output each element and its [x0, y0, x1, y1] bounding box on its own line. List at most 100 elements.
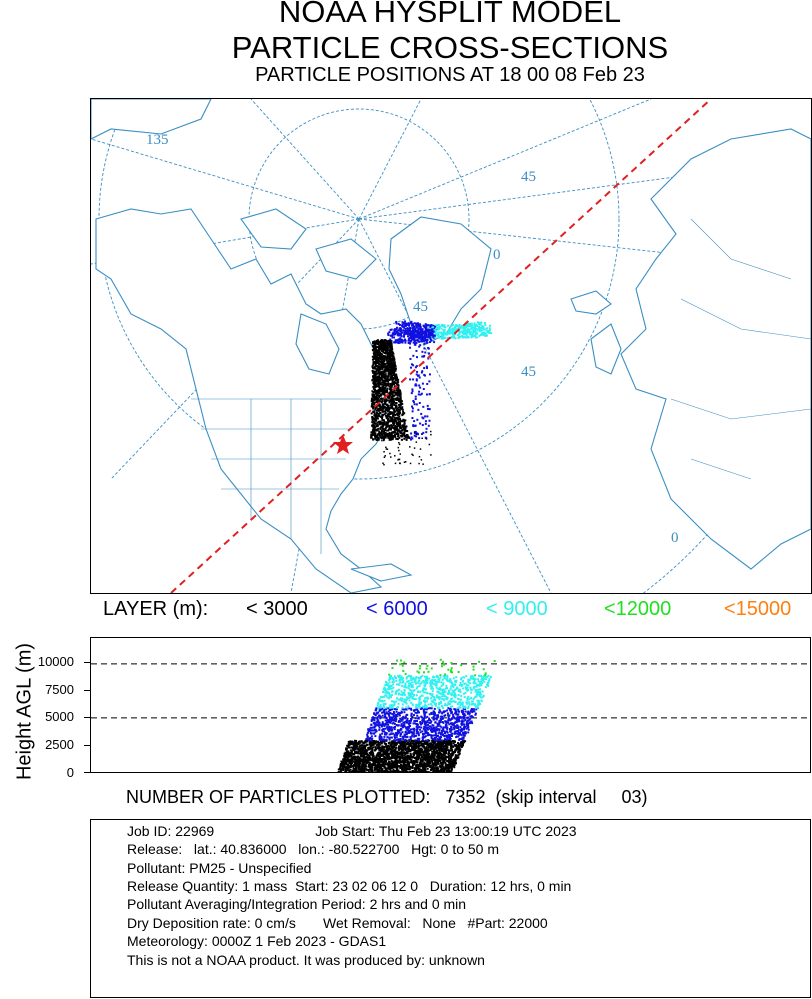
- particle-point: [368, 747, 371, 750]
- particle-point: [456, 757, 459, 759]
- particle-point: [444, 757, 447, 759]
- particle-point: [391, 765, 394, 768]
- particle-dot: [406, 328, 409, 331]
- particle-point: [339, 763, 342, 765]
- particle-point: [411, 740, 414, 743]
- particle-point: [400, 771, 403, 772]
- particle-point: [428, 717, 431, 720]
- particle-dot: [434, 330, 437, 333]
- particle-dot: [380, 393, 383, 396]
- particle-dot: [389, 406, 392, 409]
- grid-label: 135: [146, 132, 169, 148]
- particle-point: [363, 764, 365, 766]
- particle-dot: [411, 410, 414, 413]
- particle-point: [441, 753, 444, 756]
- particle-dot: [382, 384, 385, 387]
- particle-dot: [393, 377, 396, 380]
- particle-point: [423, 765, 426, 768]
- particle-dot: [393, 416, 396, 419]
- particle-point: [362, 761, 365, 764]
- particle-dot: [396, 384, 399, 387]
- particle-dot: [401, 406, 404, 409]
- particle-dot: [478, 321, 481, 324]
- cross-section-panel: [90, 637, 811, 773]
- particle-dot: [409, 346, 412, 349]
- particle-dot: [414, 339, 417, 342]
- particle-point: [390, 752, 393, 755]
- particle-dot: [412, 425, 415, 428]
- particle-dot: [382, 358, 385, 361]
- particle-point: [363, 770, 366, 772]
- particle-point: [430, 755, 433, 758]
- particle-point: [347, 743, 350, 746]
- particle-point: [385, 760, 388, 763]
- particle-dot: [392, 394, 395, 397]
- legend-layer-9000: < 9000: [486, 598, 548, 620]
- particle-dot: [452, 327, 455, 330]
- particle-dot: [393, 328, 396, 331]
- particle-dot: [392, 359, 395, 362]
- particle-dot: [402, 418, 405, 421]
- particle-dot: [397, 412, 400, 415]
- particle-dot: [419, 326, 422, 329]
- particle-point: [442, 771, 444, 772]
- particle-point: [422, 767, 425, 769]
- particle-dot: [468, 333, 471, 336]
- particle-dot: [375, 417, 378, 420]
- particle-dot: [390, 402, 393, 405]
- particle-point: [427, 764, 430, 767]
- particle-point: [374, 763, 377, 766]
- particle-dot: [439, 325, 442, 328]
- particle-point: [408, 745, 411, 748]
- particle-dot: [408, 324, 411, 327]
- particle-point: [342, 761, 345, 764]
- particle-dot: [469, 328, 472, 331]
- particle-point: [395, 744, 398, 747]
- particle-point: [383, 746, 386, 749]
- particle-point: [355, 762, 358, 765]
- particle-dot: [399, 341, 402, 344]
- particle-dot: [383, 363, 386, 366]
- particle-dot: [388, 431, 391, 434]
- particle-dot: [376, 425, 379, 428]
- particle-dot: [377, 376, 380, 379]
- particle-point: [415, 759, 418, 762]
- particle-point: [409, 752, 412, 755]
- particle-dot: [376, 392, 379, 395]
- particle-dot: [384, 402, 387, 405]
- particle-dot: [421, 331, 424, 334]
- particle-dot: [401, 439, 404, 441]
- particle-point: [417, 755, 419, 758]
- particle-point: [425, 764, 428, 767]
- particle-dot: [428, 333, 431, 336]
- particle-dot: [389, 435, 392, 438]
- particle-dot: [372, 376, 375, 379]
- particle-dot: [458, 332, 461, 335]
- particle-point: [348, 761, 351, 764]
- particle-point: [388, 747, 391, 750]
- particle-point: [398, 748, 401, 751]
- particle-dot: [393, 421, 396, 424]
- particle-point: [388, 762, 391, 765]
- particle-dot: [389, 392, 392, 395]
- particle-dot: [391, 420, 394, 423]
- particle-point: [469, 715, 472, 718]
- particle-point: [346, 758, 349, 761]
- particle-dot: [424, 329, 427, 332]
- particle-point: [381, 769, 383, 772]
- particle-point: [366, 739, 369, 742]
- particle-dot: [388, 346, 391, 349]
- particle-dot: [395, 421, 398, 424]
- particle-point: [425, 751, 428, 754]
- particle-dot: [387, 408, 390, 411]
- particle-dot: [371, 404, 374, 407]
- particle-dot: [401, 324, 404, 327]
- particle-point: [354, 748, 357, 751]
- particle-point: [399, 767, 402, 770]
- particle-point: [418, 744, 421, 747]
- particle-point: [430, 742, 432, 745]
- particle-point: [444, 767, 447, 770]
- particle-point: [402, 751, 405, 754]
- particle-dot: [428, 335, 431, 338]
- particle-dot: [430, 454, 432, 456]
